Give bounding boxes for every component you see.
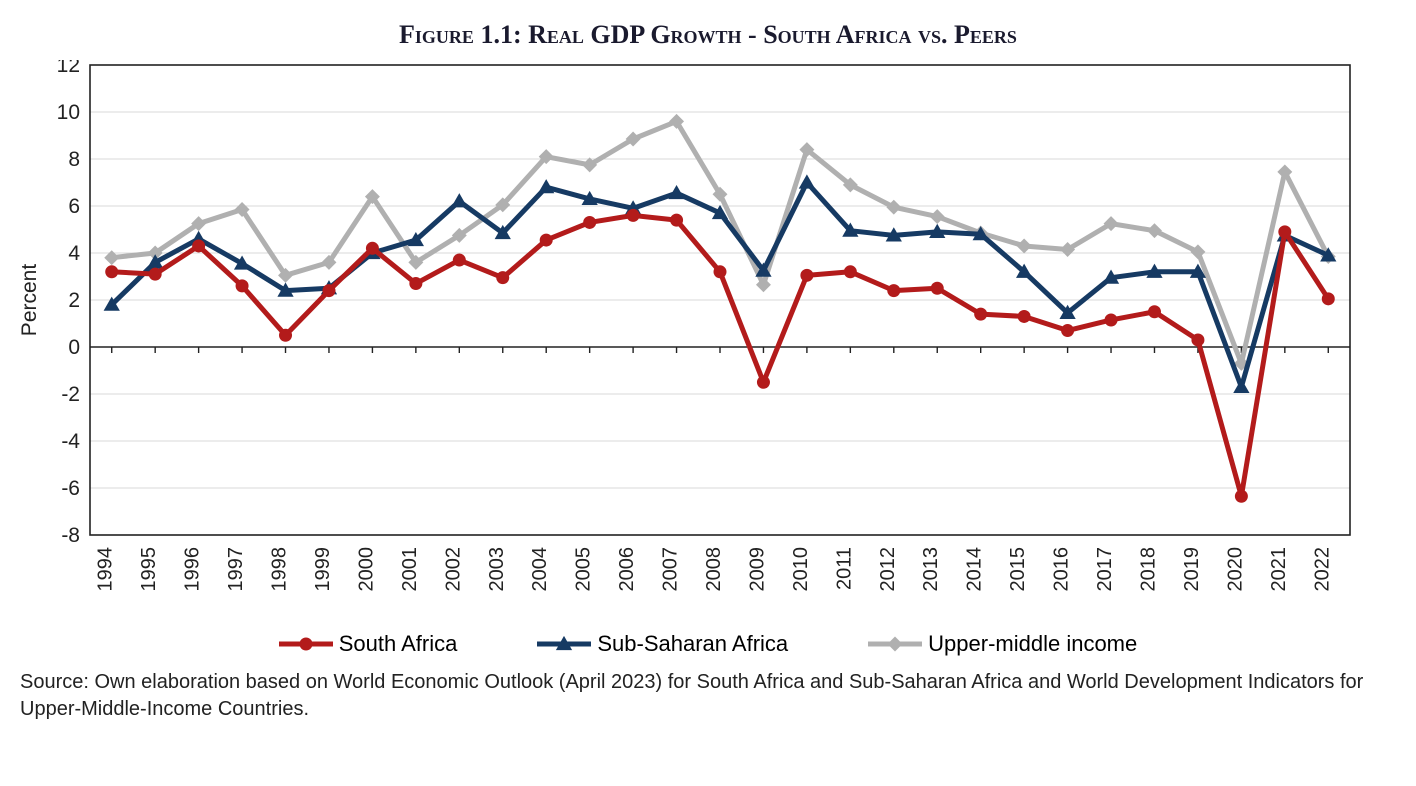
svg-text:2021: 2021 xyxy=(1268,547,1290,592)
svg-text:6: 6 xyxy=(68,195,80,218)
svg-text:10: 10 xyxy=(57,101,80,124)
svg-text:0: 0 xyxy=(68,336,80,359)
svg-text:2005: 2005 xyxy=(573,547,595,592)
svg-text:1995: 1995 xyxy=(138,547,160,592)
svg-text:2008: 2008 xyxy=(703,547,725,592)
plot-wrap: Percent -8 -6 -4 -2 0 2 4 6 8 10 12 1994 1995 1996 199… xyxy=(20,60,1370,621)
chart-title: Figure 1.1: Real GDP Growth - South Afri… xyxy=(20,20,1396,50)
svg-text:1996: 1996 xyxy=(182,547,204,592)
svg-text:2010: 2010 xyxy=(790,547,812,592)
legend-item-upper-middle-income: Upper-middle income xyxy=(868,631,1137,657)
legend-item-south-africa: South Africa xyxy=(279,631,458,657)
svg-text:-8: -8 xyxy=(61,524,80,547)
svg-text:1997: 1997 xyxy=(225,547,247,592)
legend-label: Sub-Saharan Africa xyxy=(597,631,788,657)
svg-text:2016: 2016 xyxy=(1051,547,1073,592)
svg-text:2017: 2017 xyxy=(1094,547,1116,592)
svg-text:2004: 2004 xyxy=(529,547,551,592)
legend-label: Upper-middle income xyxy=(928,631,1137,657)
svg-text:-6: -6 xyxy=(61,477,80,500)
legend-swatch-icon xyxy=(537,633,591,655)
legend-swatch-icon xyxy=(279,633,333,655)
svg-text:2012: 2012 xyxy=(877,547,899,592)
svg-text:1994: 1994 xyxy=(95,547,117,592)
svg-text:2019: 2019 xyxy=(1181,547,1203,592)
svg-text:2018: 2018 xyxy=(1137,547,1159,592)
svg-text:2022: 2022 xyxy=(1311,547,1333,592)
y-axis-label: Percent xyxy=(18,264,42,336)
svg-text:2000: 2000 xyxy=(355,547,377,592)
svg-text:4: 4 xyxy=(68,242,80,265)
svg-text:2: 2 xyxy=(68,289,80,312)
legend-label: South Africa xyxy=(339,631,458,657)
svg-text:2001: 2001 xyxy=(399,547,421,592)
svg-text:-2: -2 xyxy=(61,383,80,406)
source-note: Source: Own elaboration based on World E… xyxy=(20,669,1396,723)
svg-text:2006: 2006 xyxy=(616,547,638,592)
svg-text:1998: 1998 xyxy=(269,547,291,592)
svg-text:2020: 2020 xyxy=(1224,547,1246,592)
svg-text:12: 12 xyxy=(57,60,80,77)
svg-text:2002: 2002 xyxy=(442,547,464,592)
chart-container: Figure 1.1: Real GDP Growth - South Afri… xyxy=(20,20,1396,723)
svg-text:2007: 2007 xyxy=(660,547,682,592)
svg-text:1999: 1999 xyxy=(312,547,334,592)
legend-swatch-icon xyxy=(868,633,922,655)
svg-text:2013: 2013 xyxy=(920,547,942,592)
legend-item-sub-saharan-africa: Sub-Saharan Africa xyxy=(537,631,788,657)
chart-legend: South Africa Sub-Saharan Africa Upper-midd… xyxy=(20,631,1396,657)
svg-text:2015: 2015 xyxy=(1007,547,1029,592)
svg-text:2014: 2014 xyxy=(964,547,986,592)
svg-text:-4: -4 xyxy=(61,430,80,453)
svg-text:2003: 2003 xyxy=(486,547,508,592)
line-chart-svg: -8 -6 -4 -2 0 2 4 6 8 10 12 1994 1995 1996 1997 1998 199… xyxy=(20,60,1370,616)
svg-text:2009: 2009 xyxy=(746,547,768,592)
svg-text:2011: 2011 xyxy=(833,547,855,590)
svg-text:8: 8 xyxy=(68,148,80,171)
